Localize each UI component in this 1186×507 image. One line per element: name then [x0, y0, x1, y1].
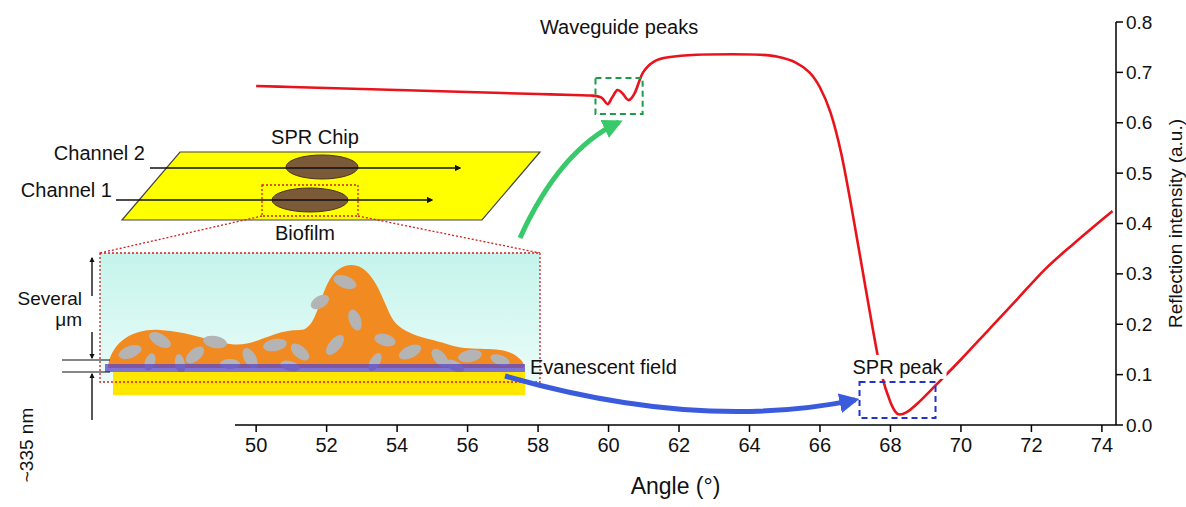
figure: SPR Chip Channel 2 Channel 1 Biofilm Evanesc… [0, 0, 1186, 507]
channel-label: Channel 2 [54, 142, 145, 164]
bacterium [397, 341, 424, 362]
x-tick-label: 58 [527, 434, 549, 456]
y-tick [1116, 72, 1123, 74]
y-tick-label: 0.3 [1126, 263, 1152, 284]
y-tick-label: 0.4 [1126, 213, 1153, 234]
spr-label: SPR peak [852, 356, 943, 378]
bacterium [147, 329, 174, 351]
zoom-line [358, 216, 540, 253]
channel-label: Channel 1 [21, 179, 112, 201]
y-tick [1116, 122, 1123, 124]
bacterium [288, 340, 313, 363]
y-tick-label: 0.0 [1126, 415, 1152, 436]
y-tick-label: 0.5 [1126, 163, 1152, 184]
x-tick-label: 70 [950, 434, 972, 456]
y-tick [1116, 172, 1123, 174]
x-tick [608, 425, 610, 432]
bacterium [262, 337, 288, 353]
x-tick-label: 50 [245, 434, 267, 456]
y-tick [1116, 273, 1123, 275]
spr-chip [122, 152, 540, 220]
bacterium [457, 348, 483, 364]
zoom-box [100, 253, 540, 382]
x-tick [255, 425, 257, 432]
field-label: Evanescent field [530, 356, 677, 378]
bacterium [373, 331, 397, 348]
zoom-line [100, 216, 262, 253]
gold-film [113, 372, 525, 395]
y-tick [1116, 424, 1123, 426]
dimension-arrow [91, 374, 92, 420]
bacterium [323, 332, 348, 358]
y-tick [1116, 223, 1123, 225]
thickness-label: Severalμm [18, 288, 82, 330]
x-tick [326, 425, 328, 432]
x-tick [960, 425, 962, 432]
x-tick [396, 425, 398, 432]
x-tick-label: 56 [456, 434, 478, 456]
flow-arrow [116, 199, 432, 201]
x-tick-label: 60 [597, 434, 619, 456]
x-tick-label: 54 [386, 434, 408, 456]
x-axis-title: Angle (°) [631, 473, 721, 499]
plot-area [256, 54, 1112, 414]
bacterium [117, 342, 144, 361]
bacterium [332, 272, 359, 291]
x-tick [890, 425, 892, 432]
zoom-box [262, 185, 358, 216]
dimension-arrow [91, 258, 92, 296]
x-tick [749, 425, 751, 432]
x-tick [1031, 425, 1033, 432]
bacterium [308, 292, 331, 312]
spr-box [860, 382, 936, 418]
annotations: Waveguide peaks SPR peak [505, 16, 947, 418]
channel-spot [286, 155, 358, 179]
y-tick-label: 0.6 [1126, 112, 1152, 133]
x-tick-label: 72 [1020, 434, 1042, 456]
chip-label: SPR Chip [271, 126, 359, 148]
reflectance-curve [256, 54, 1112, 414]
y-tick [1116, 21, 1123, 23]
evanescent-field [105, 364, 525, 372]
depth-label: ~335 nm [16, 408, 37, 482]
bacterium [202, 334, 228, 350]
y-axis-title: Reflection intensity (a.u.) [1165, 119, 1186, 328]
label-patch [849, 355, 946, 379]
x-tick-label: 66 [809, 434, 831, 456]
x-tick-label: 74 [1091, 434, 1113, 456]
x-tick [678, 425, 680, 432]
y-tick-label: 0.2 [1126, 314, 1152, 335]
dimension-line [62, 371, 110, 372]
bacterium [346, 308, 365, 333]
x-tick [819, 425, 821, 432]
waveguide-arrow [520, 122, 619, 238]
x-tick [1101, 425, 1103, 432]
y-tick [1116, 324, 1123, 326]
dimension-arrow [91, 332, 92, 358]
flow-arrow [150, 167, 460, 169]
x-tick [467, 425, 469, 432]
schematic: SPR Chip Channel 2 Channel 1 Biofilm Evanesc… [16, 126, 677, 482]
biofilm-label: Biofilm [275, 222, 335, 244]
bacterium [183, 343, 208, 366]
biofilm [108, 265, 524, 368]
thickness-label-line: μm [55, 309, 82, 330]
waveguide-label: Waveguide peaks [540, 16, 698, 38]
zoom-background [100, 253, 540, 382]
thickness-label-line: Several [18, 288, 82, 309]
x-tick-label: 68 [879, 434, 901, 456]
waveguide-box [595, 78, 642, 114]
x-tick-label: 52 [315, 434, 337, 456]
x-tick-label: 62 [668, 434, 690, 456]
dimension-line [62, 359, 110, 360]
x-tick [537, 425, 539, 432]
x-tick-label: 64 [738, 434, 760, 456]
y-tick-label: 0.8 [1126, 12, 1152, 33]
y-tick-label: 0.7 [1126, 62, 1152, 83]
y-tick-label: 0.1 [1126, 364, 1152, 385]
x-axis [235, 424, 1116, 426]
spr-arrow [505, 376, 856, 412]
y-tick [1116, 374, 1123, 376]
